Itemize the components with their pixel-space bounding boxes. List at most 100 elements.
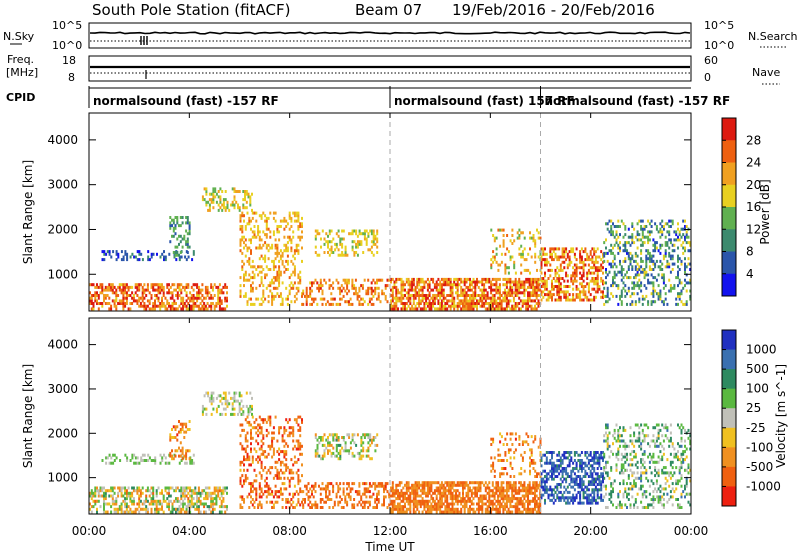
echo-cell [421, 486, 424, 490]
echo-cell [430, 304, 433, 308]
echo-cell [353, 284, 356, 288]
echo-cell [196, 294, 199, 297]
echo-cell [356, 490, 359, 494]
echo-cell [432, 304, 435, 308]
echo-cell [196, 299, 199, 303]
echo-cell [395, 304, 398, 308]
echo-cell [301, 420, 303, 424]
echo-cell [176, 486, 179, 490]
echo-cell [605, 294, 607, 298]
echo-cell [206, 285, 209, 289]
echo-cell [414, 497, 417, 501]
echo-cell [253, 420, 256, 424]
echo-cell [463, 291, 466, 295]
echo-cell [572, 295, 575, 299]
echo-cell [326, 484, 329, 488]
echo-cell [272, 447, 275, 451]
echo-cell [624, 249, 627, 253]
echo-cell [426, 502, 429, 506]
echo-cell [233, 206, 236, 210]
echo-cell [545, 298, 548, 302]
echo-cell [587, 285, 590, 288]
echo-cell [558, 274, 561, 278]
echo-cell [463, 302, 466, 305]
echo-cell [483, 277, 486, 281]
echo-cell [136, 299, 139, 303]
echo-cell [580, 260, 583, 264]
echo-cell [243, 262, 245, 266]
echo-cell [490, 263, 493, 267]
echo-cell [281, 506, 284, 509]
echo-cell [288, 227, 291, 231]
echo-cell [235, 391, 238, 395]
echo-cell [372, 278, 375, 282]
echo-cell [444, 486, 447, 490]
echo-cell [269, 284, 272, 288]
echo-cell [368, 503, 371, 507]
echo-cell [143, 288, 146, 292]
echo-cell [440, 502, 443, 506]
echo-cell [430, 489, 433, 493]
echo-cell [463, 483, 466, 487]
echo-cell [376, 240, 379, 244]
echo-cell [532, 288, 535, 292]
echo-cell [603, 294, 606, 298]
echo-cell [283, 487, 286, 491]
echo-cell [500, 260, 503, 264]
echo-cell [301, 490, 303, 494]
echo-cell [423, 296, 426, 300]
echo-cell [118, 505, 121, 509]
echo-cell [640, 270, 643, 274]
echo-cell [328, 441, 331, 445]
echo-cell [166, 285, 169, 289]
echo-cell [242, 206, 245, 210]
echo-cell [490, 502, 493, 506]
echo-cell [221, 190, 224, 193]
echo-cell [456, 277, 459, 281]
echo-cell [414, 499, 417, 503]
echo-cell [455, 304, 457, 308]
echo-cell [106, 456, 109, 460]
echo-cell [339, 292, 342, 296]
echo-cell [162, 294, 165, 297]
echo-cell [138, 502, 141, 506]
echo-cell [251, 286, 254, 290]
echo-cell [502, 505, 505, 509]
echo-cell [220, 307, 223, 311]
echo-cell [545, 287, 548, 291]
echo-cell [283, 243, 286, 247]
echo-cell [477, 505, 480, 509]
echo-cell [594, 255, 597, 259]
echo-cell [222, 206, 225, 210]
echo-cell [126, 459, 129, 462]
echo-cell [624, 233, 627, 237]
echo-cell [101, 285, 104, 289]
echo-cell [605, 238, 607, 242]
echo-cell [444, 507, 447, 511]
echo-cell [516, 231, 519, 235]
echo-cell [191, 258, 194, 262]
echo-cell [309, 292, 312, 296]
echo-cell [540, 285, 543, 288]
echo-cell [358, 302, 361, 306]
echo-cell [514, 288, 517, 292]
echo-cell [534, 242, 537, 245]
echo-cell [596, 279, 599, 283]
echo-cell [586, 274, 589, 278]
echo-cell [205, 412, 208, 416]
echo-cell [233, 391, 236, 395]
echo-cell [228, 391, 231, 395]
echo-cell [318, 289, 320, 293]
echo-cell [127, 288, 130, 292]
echo-cell [507, 271, 510, 275]
echo-cell [264, 450, 267, 454]
echo-cell [490, 307, 493, 311]
echo-cell [117, 491, 120, 495]
echo-cell [293, 444, 296, 448]
echo-cell [176, 291, 179, 295]
echo-cell [166, 497, 169, 501]
echo-cell [400, 285, 403, 289]
echo-cell [384, 294, 387, 298]
echo-cell [689, 243, 692, 247]
echo-cell [486, 499, 489, 503]
